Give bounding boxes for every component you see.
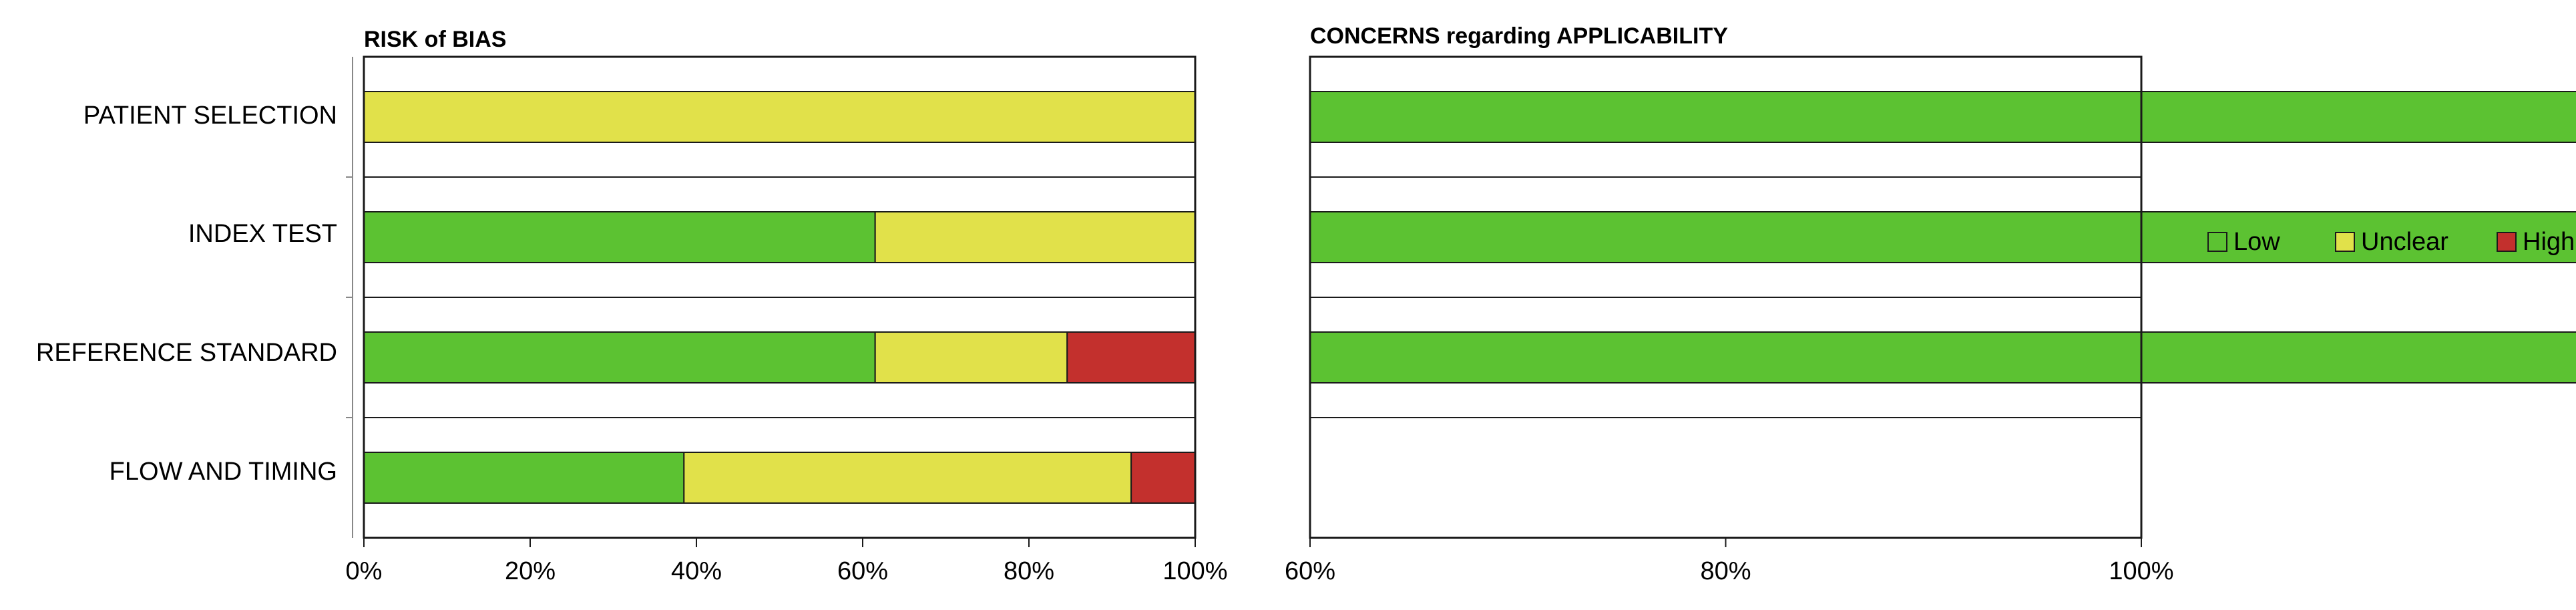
risk-of-bias-panel: RISK of BIAS PATIENT SELECTION INDEX TES…	[36, 27, 1228, 585]
risk-of-bias-bar-flow-and-timing-low	[363, 452, 685, 504]
applicability-x-tick-label: 60%	[1285, 557, 1335, 585]
risk-of-bias-x-tick-label: 60%	[837, 557, 888, 585]
legend-label-high: High	[2523, 228, 2575, 256]
risk-of-bias-bar-flow-and-timing-unclear	[683, 452, 1132, 504]
risk-of-bias-x-tick-label: 100%	[1162, 557, 1227, 585]
legend-swatch-unclear	[2335, 232, 2355, 252]
applicability-title: CONCERNS regarding APPLICABILITY	[1310, 23, 1728, 49]
applicability-x-tick-label: 80%	[1700, 557, 1751, 585]
category-label-index-test: INDEX TEST	[188, 220, 337, 248]
applicability-bar-patient-selection-low	[1309, 91, 2576, 143]
risk-of-bias-x-axis: 0% 20% 40% 60% 80% 100%	[346, 538, 1228, 585]
risk-of-bias-x-tick-label: 20%	[505, 557, 556, 585]
risk-of-bias-title: RISK of BIAS	[364, 27, 506, 52]
risk-of-bias-x-tick-label: 80%	[1004, 557, 1054, 585]
risk-of-bias-bar-reference-standard-low	[363, 331, 876, 384]
category-label-patient-selection: PATIENT SELECTION	[83, 102, 337, 130]
applicability-bar-reference-standard-low	[1309, 331, 2576, 384]
applicability-gridlines	[1310, 176, 2141, 418]
risk-of-bias-frame	[363, 55, 1197, 539]
applicability-bars	[1309, 91, 2576, 384]
legend-swatch-low	[2207, 232, 2227, 252]
risk-of-bias-bar-patient-selection-unclear	[363, 91, 1196, 143]
category-label-flow-and-timing: FLOW AND TIMING	[110, 458, 337, 486]
risk-of-bias-category-labels: PATIENT SELECTION INDEX TEST REFERENCE S…	[36, 57, 353, 538]
risk-of-bias-x-tick-label: 0%	[346, 557, 383, 585]
risk-of-bias-x-tick-label: 40%	[671, 557, 722, 585]
risk-of-bias-bar-index-test-low	[363, 211, 876, 263]
applicability-panel: CONCERNS regarding APPLICABILITY 60% 80% 1…	[1285, 23, 2576, 585]
category-label-reference-standard: REFERENCE STANDARD	[36, 339, 337, 367]
applicability-x-tick-label: 100%	[2109, 557, 2173, 585]
applicability-bar-index-test-low	[1309, 211, 2576, 263]
risk-of-bias-bars	[363, 91, 1197, 504]
risk-of-bias-bar-reference-standard-high	[1066, 331, 1197, 384]
legend-label-unclear: Unclear	[2361, 228, 2448, 256]
risk-of-bias-bar-flow-and-timing-high	[1130, 452, 1197, 504]
legend-swatch-high	[2497, 232, 2517, 252]
risk-of-bias-gridlines	[346, 176, 1195, 418]
applicability-x-axis: 60% 80% 100%	[1285, 538, 2174, 585]
risk-of-bias-bar-index-test-unclear	[874, 211, 1197, 263]
legend-label-low: Low	[2233, 228, 2280, 256]
legend: Low Unclear High	[2207, 228, 2575, 256]
risk-of-bias-bar-reference-standard-unclear	[874, 331, 1068, 384]
